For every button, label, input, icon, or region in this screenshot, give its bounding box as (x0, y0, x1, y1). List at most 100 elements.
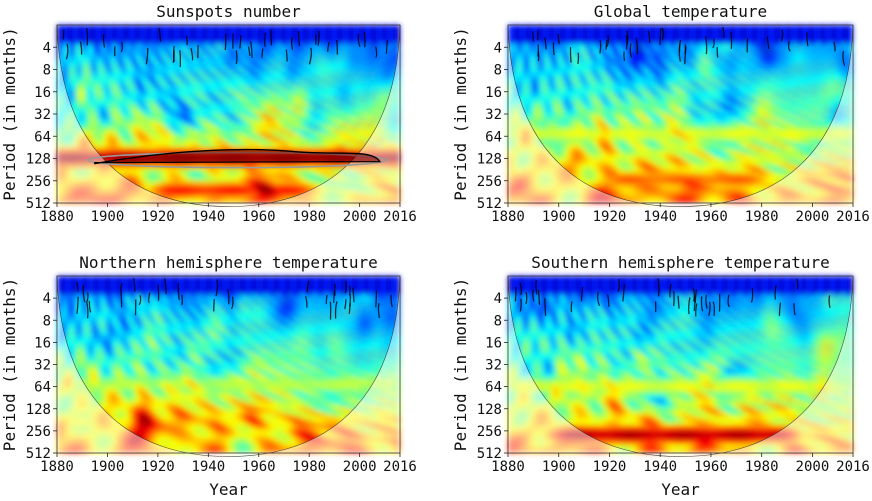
chart-title: Northern hemisphere temperature (79, 253, 378, 272)
significance-speck (712, 38, 715, 49)
significance-speck (525, 291, 528, 305)
y-tick-label: 256 (26, 424, 51, 440)
significance-speck (363, 31, 366, 48)
y-tick-label: 32 (485, 358, 502, 374)
significance-speck (599, 40, 602, 54)
y-tick-label: 128 (26, 152, 51, 168)
significance-speck (290, 37, 294, 50)
significance-speck (86, 302, 89, 319)
y-axis-label: Period (in months) (0, 27, 19, 200)
significance-speck (537, 289, 541, 306)
significance-speck (704, 36, 708, 55)
significance-speck (605, 39, 608, 51)
significance-speck (138, 295, 142, 306)
y-tick-label: 8 (494, 313, 502, 329)
significance-speck (177, 282, 180, 301)
significance-speck (552, 42, 555, 56)
chart-title: Global temperature (594, 2, 767, 21)
x-tick-label: 1920 (141, 209, 175, 225)
y-tick-label: 512 (26, 196, 51, 212)
significance-speck (693, 295, 696, 312)
significance-speck (213, 298, 215, 312)
y-axis-label: Period (in months) (451, 27, 470, 200)
x-tick-label: 1880 (40, 209, 74, 225)
y-tick-label: 32 (485, 107, 502, 123)
x-tick-label: 1920 (141, 459, 175, 475)
significance-speck (577, 52, 580, 65)
x-tick-label: 1880 (491, 459, 525, 475)
significance-speck (669, 283, 672, 298)
significance-speck (348, 303, 351, 314)
significance-speck (164, 278, 167, 295)
x-tick-label: 1960 (694, 209, 728, 225)
y-tick-label: 16 (485, 335, 502, 351)
significance-speck (352, 287, 355, 303)
significance-speck (148, 292, 151, 304)
x-tick-label: 1980 (292, 209, 326, 225)
y-tick-label: 8 (43, 63, 51, 79)
significance-speck (793, 303, 796, 316)
y-tick-label: 4 (494, 40, 502, 56)
significance-speck (247, 46, 251, 56)
significance-speck (684, 46, 687, 65)
significance-speck (348, 285, 351, 296)
x-tick-label: 2016 (383, 459, 417, 475)
y-tick-label: 4 (43, 291, 51, 307)
significance-speck (716, 46, 719, 58)
significance-speck (678, 39, 682, 53)
significance-speck (305, 295, 308, 308)
y-tick-label: 256 (26, 174, 51, 190)
cone-of-influence-shading (508, 276, 853, 457)
significance-speck (597, 291, 601, 307)
significance-speck (79, 41, 83, 55)
significance-speck (230, 296, 234, 310)
significance-speck (336, 39, 339, 55)
significance-speck (705, 294, 708, 309)
y-tick-label: 64 (34, 380, 51, 396)
significance-speck (65, 43, 69, 60)
significance-speck (778, 302, 782, 317)
significance-speck (700, 296, 704, 312)
x-tick-label: 1980 (745, 209, 779, 225)
cone-of-influence-shading (57, 25, 400, 207)
x-tick-label: 1880 (40, 459, 74, 475)
significance-speck (605, 35, 610, 48)
cone-of-influence-shading (57, 276, 400, 457)
significance-speck (635, 37, 638, 55)
y-tick-label: 64 (34, 129, 51, 145)
significance-speck (375, 46, 378, 58)
panel-4: Southern hemisphere temperature 4 8 16 32 64 1… (451, 253, 870, 499)
significance-speck (695, 303, 698, 317)
significance-speck (390, 294, 393, 308)
significance-speck (334, 301, 338, 319)
significance-speck (629, 43, 633, 58)
significance-speck (185, 35, 188, 46)
significance-speck (157, 284, 160, 301)
significance-speck (766, 36, 770, 50)
significance-speck (532, 31, 535, 42)
significance-speck (102, 33, 106, 48)
significance-speck (557, 33, 560, 45)
y-tick-label: 256 (477, 424, 502, 440)
significance-speck (806, 32, 809, 47)
significance-speck (333, 291, 335, 304)
power-heatmap (508, 25, 853, 203)
significance-speck (519, 298, 522, 312)
significance-speck (285, 49, 288, 62)
y-tick-label: 32 (34, 358, 51, 374)
x-tick-label: 2016 (836, 459, 870, 475)
x-tick-label: 2000 (343, 459, 377, 475)
y-tick-label: 64 (485, 380, 502, 396)
y-tick-label: 4 (43, 40, 51, 56)
cone-of-influence-line (56, 275, 401, 457)
x-tick-label: 1960 (694, 459, 728, 475)
significance-speck (239, 35, 242, 49)
significance-speck (235, 50, 238, 65)
x-tick-label: 2016 (383, 209, 417, 225)
significance-speck (88, 300, 92, 313)
significance-speck (537, 44, 540, 57)
significance-speck (774, 284, 777, 300)
significance-speck (261, 48, 264, 59)
